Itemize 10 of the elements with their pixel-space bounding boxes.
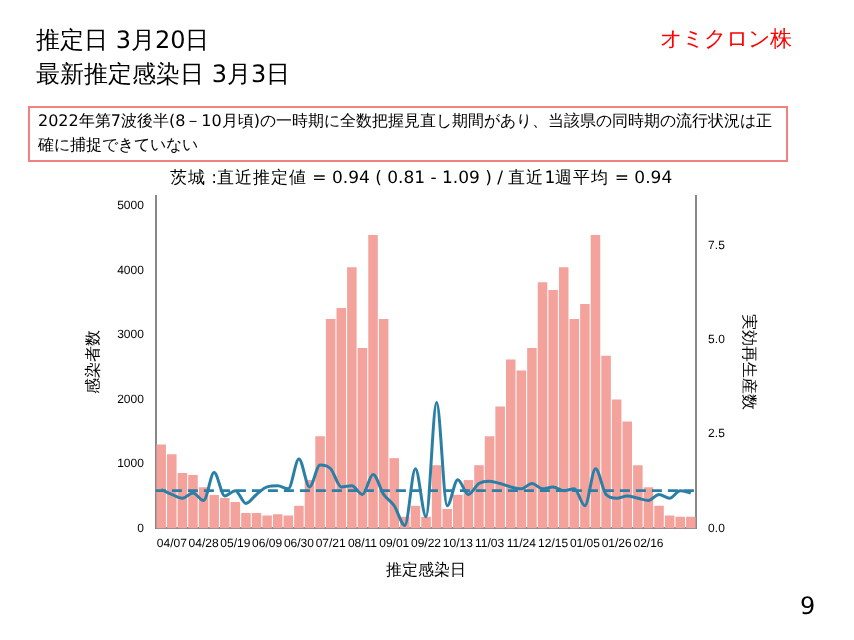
x-axis-title: 推定感染日 — [386, 560, 467, 579]
chart-title: 茨城 :直近推定値 = 0.94 ( 0.81 - 1.09 ) / 直近1週平均 = 0.94 — [169, 166, 673, 189]
line-series — [159, 400, 693, 527]
text: 推定日 3月20日 — [36, 24, 210, 58]
text: 9 — [800, 592, 816, 620]
y2-axis-title: 実効再生産数 — [740, 314, 759, 411]
y-axis-title: 感染者数 — [83, 330, 102, 395]
text: 2022年第7波後半(8－10月頃)の一時期に全数把握見直し期間があり、当該県の同時期の流行状況は正確に捕捉できていない — [28, 106, 788, 162]
text: オミクロン株 — [660, 24, 792, 54]
text: 最新推定感染日 3月3日 — [36, 58, 291, 92]
